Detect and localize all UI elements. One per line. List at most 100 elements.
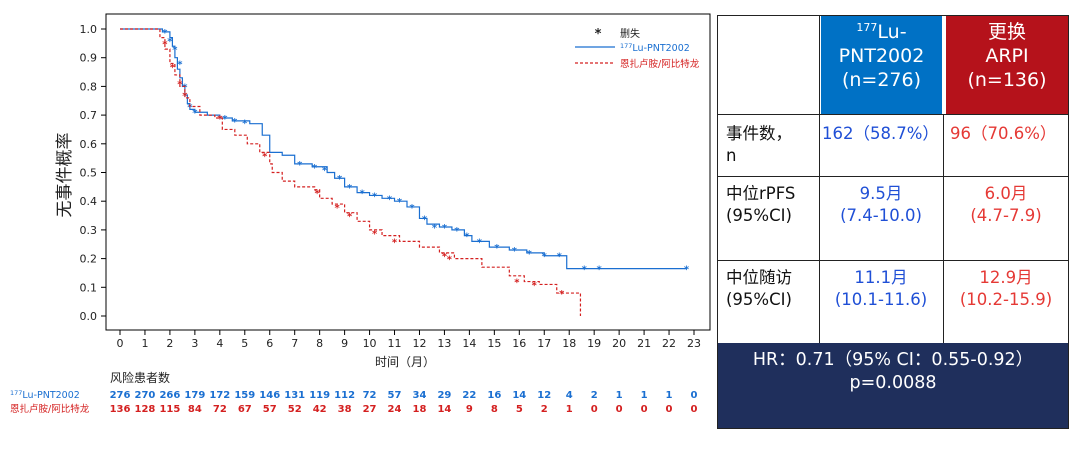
censor-mark: * [557, 252, 563, 263]
x-axis-label: 时间（月） [375, 355, 435, 369]
censor-mark: * [392, 237, 398, 248]
followup-arpi-value: 12.9月 [979, 268, 1033, 287]
header-blue-line3: (n=276) [841, 69, 922, 91]
y-axis-label: 无事件概率 [55, 133, 75, 218]
x-tick-label: 4 [216, 337, 223, 350]
censor-mark: * [372, 191, 378, 202]
col-divider [943, 114, 944, 343]
row-divider [718, 114, 1068, 115]
censor-mark: * [242, 118, 248, 129]
risk-count: 42 [313, 404, 327, 415]
censor-mark: * [315, 189, 321, 200]
row-divider [718, 260, 1068, 261]
hazard-ratio-text: HR：0.71（95% CI：0.55-0.92） [752, 350, 1034, 370]
x-tick-label: 10 [363, 337, 377, 350]
x-axis: 0 1 2 3 4 5 6 7 8 9 10 11 12 13 14 15 16 17 18 19 20 21 22 23 [117, 330, 701, 350]
col-divider [819, 16, 820, 343]
risk-count: 131 [284, 390, 305, 401]
x-tick-label: 16 [512, 337, 526, 350]
rpfs-lu-ci: (7.4-10.0) [840, 206, 922, 225]
risk-row-label-arpi: 恩扎卢胺/阿比特龙 [10, 403, 90, 415]
x-tick-label: 22 [662, 337, 676, 350]
row-label-line: 事件数， [726, 124, 792, 143]
censor-mark: * [217, 114, 223, 125]
risk-count: 72 [213, 404, 227, 415]
risk-count: 119 [309, 390, 330, 401]
risk-count: 2 [591, 390, 598, 401]
risk-count: 22 [462, 390, 476, 401]
censor-mark: * [187, 102, 193, 113]
censor-mark: * [582, 265, 588, 276]
risk-count: 276 [110, 390, 131, 401]
events-arpi: 96（70.6%） [950, 124, 1057, 143]
censor-mark: * [312, 163, 318, 174]
survival-curves: ******** * ** * **** * * **** * **** * * * ** * *******… [120, 28, 690, 316]
censor-mark: * [347, 212, 353, 223]
x-tick-label: 2 [166, 337, 173, 350]
risk-count: 1 [666, 390, 673, 401]
row-label-line: n [726, 146, 737, 165]
censor-mark: * [597, 265, 603, 276]
risk-count: 172 [209, 390, 230, 401]
risk-count: 84 [188, 404, 202, 415]
events-lu: 162（58.7%） [822, 124, 939, 143]
risk-count: 9 [466, 404, 473, 415]
row-label-line: (95%CI) [726, 206, 792, 225]
censor-mark: * [337, 174, 343, 185]
y-tick-label: 0.4 [80, 195, 98, 208]
row-label-followup: 中位随访 (95%CI) [726, 267, 821, 311]
risk-count: 16 [487, 390, 501, 401]
x-tick-label: 5 [241, 337, 248, 350]
censor-mark: * [527, 249, 533, 260]
risk-count: 0 [616, 404, 623, 415]
risk-count: 29 [437, 390, 451, 401]
header-red-line2: ARPI [985, 45, 1029, 67]
risk-count: 146 [259, 390, 280, 401]
risk-count: 12 [537, 390, 551, 401]
legend-label-lu: 177Lu-PNT2002 [620, 42, 690, 54]
x-tick-label: 14 [462, 337, 476, 350]
risk-count: 57 [388, 390, 402, 401]
risk-count: 24 [388, 404, 402, 415]
risk-row-label-lu: 177Lu-PNT2002 [10, 389, 80, 401]
header-blue-line2: PNT2002 [838, 45, 925, 67]
censor-marker-icon: * [595, 27, 602, 42]
y-tick-label: 0.5 [80, 167, 98, 180]
censor-mark: * [297, 160, 303, 171]
censor-mark: * [359, 189, 365, 200]
x-tick-label: 12 [412, 337, 426, 350]
censor-mark: * [559, 289, 565, 300]
risk-count: 1 [616, 390, 623, 401]
censor-mark: * [532, 280, 538, 291]
risk-count: 0 [691, 404, 698, 415]
rpfs-arpi-value: 6.0月 [984, 184, 1028, 203]
risk-count: 57 [263, 404, 277, 415]
y-tick-label: 0.8 [80, 80, 98, 93]
followup-arpi-ci: (10.2-15.9) [959, 290, 1053, 309]
censor-mark: * [422, 214, 428, 225]
legend-label-arpi: 恩扎卢胺/阿比特龙 [620, 58, 700, 70]
censor-mark: * [387, 194, 393, 205]
y-tick-label: 0.0 [80, 310, 98, 323]
risk-count: 27 [363, 404, 377, 415]
x-tick-label: 21 [637, 337, 651, 350]
y-tick-label: 0.7 [80, 109, 98, 122]
censor-mark: * [222, 114, 228, 125]
censor-mark: * [464, 232, 470, 243]
curve-arpi [120, 28, 582, 316]
risk-count: 34 [413, 390, 427, 401]
censor-mark: * [477, 237, 483, 248]
y-tick-label: 0.9 [80, 52, 98, 65]
risk-count: 0 [591, 404, 598, 415]
risk-count: 0 [641, 404, 648, 415]
censor-mark: * [494, 243, 500, 254]
risk-count: 14 [512, 390, 526, 401]
x-tick-label: 17 [537, 337, 551, 350]
row-divider [718, 176, 1068, 177]
censor-mark: * [192, 108, 198, 119]
risk-count: 0 [691, 390, 698, 401]
rpfs-lu-value: 9.5月 [859, 184, 903, 203]
x-tick-label: 1 [141, 337, 148, 350]
censor-mark: * [170, 62, 176, 73]
